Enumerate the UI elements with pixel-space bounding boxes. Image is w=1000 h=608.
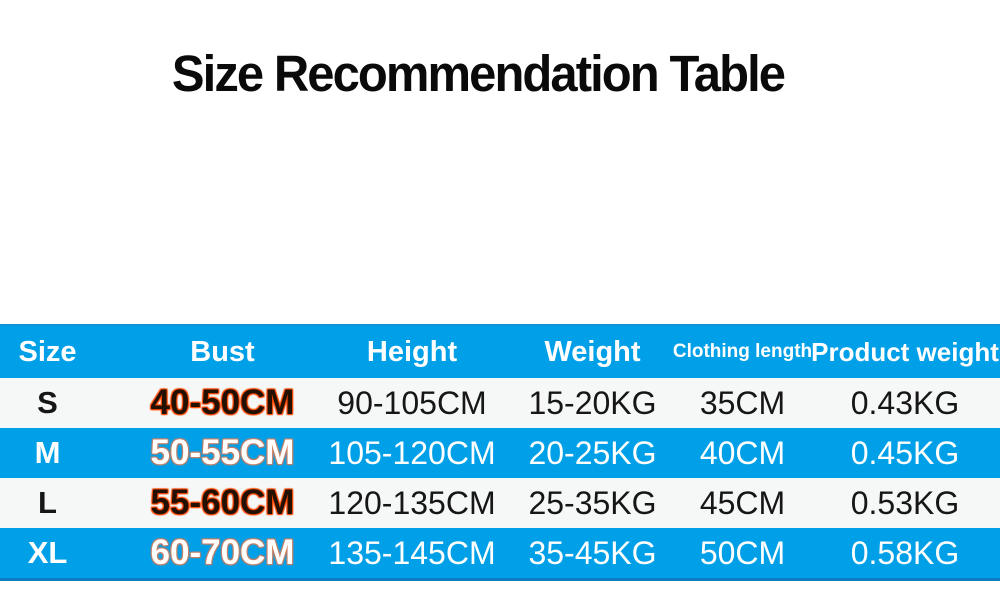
cell-bust: 60-70CM: [150, 533, 295, 572]
cell-bust: 40-50CM: [150, 383, 295, 422]
table-row-s: S 40-50CM 90-105CM 15-20KG 35CM 0.43KG: [0, 378, 1000, 428]
cell-bust: 55-60CM: [150, 483, 295, 522]
size-recommendation-table: Size Bust Height Weight Clothing length …: [0, 324, 1000, 581]
cell-height: 120-135CM: [328, 484, 496, 521]
cell-size: L: [38, 485, 57, 520]
header-cell-weight: Weight: [544, 335, 641, 368]
header-cell-clothing-length: Clothing length: [672, 341, 813, 362]
table-row-m: M 50-55CM 105-120CM 20-25KG 40CM 0.45KG: [0, 428, 1000, 478]
cell-clothing-length: 40CM: [699, 434, 786, 471]
table-row-xl: XL 60-70CM 135-145CM 35-45KG 50CM 0.58KG: [0, 528, 1000, 581]
cell-size: XL: [27, 535, 68, 570]
cell-clothing-length: 45CM: [699, 484, 786, 521]
cell-height: 90-105CM: [337, 384, 487, 421]
cell-clothing-length: 50CM: [699, 534, 786, 571]
cell-weight: 15-20KG: [528, 384, 657, 421]
cell-product-weight: 0.53KG: [850, 484, 960, 521]
cell-product-weight: 0.45KG: [850, 434, 960, 471]
header-cell-size: Size: [18, 335, 77, 368]
table-header-row: Size Bust Height Weight Clothing length …: [0, 324, 1000, 378]
page-title: Size Recommendation Table: [171, 45, 786, 103]
cell-product-weight: 0.43KG: [850, 384, 960, 421]
cell-height: 105-120CM: [328, 434, 496, 471]
header-cell-product-weight: Product weight: [811, 336, 999, 367]
header-cell-bust: Bust: [190, 335, 255, 368]
cell-size: M: [34, 435, 61, 470]
cell-product-weight: 0.58KG: [850, 534, 960, 571]
cell-size: S: [37, 385, 58, 420]
header-cell-height: Height: [366, 335, 458, 368]
cell-clothing-length: 35CM: [699, 384, 786, 421]
cell-height: 135-145CM: [328, 534, 496, 571]
cell-weight: 35-45KG: [528, 534, 657, 571]
cell-weight: 20-25KG: [528, 434, 657, 471]
cell-weight: 25-35KG: [528, 484, 657, 521]
cell-bust: 50-55CM: [150, 433, 295, 472]
table-row-l: L 55-60CM 120-135CM 25-35KG 45CM 0.53KG: [0, 478, 1000, 528]
